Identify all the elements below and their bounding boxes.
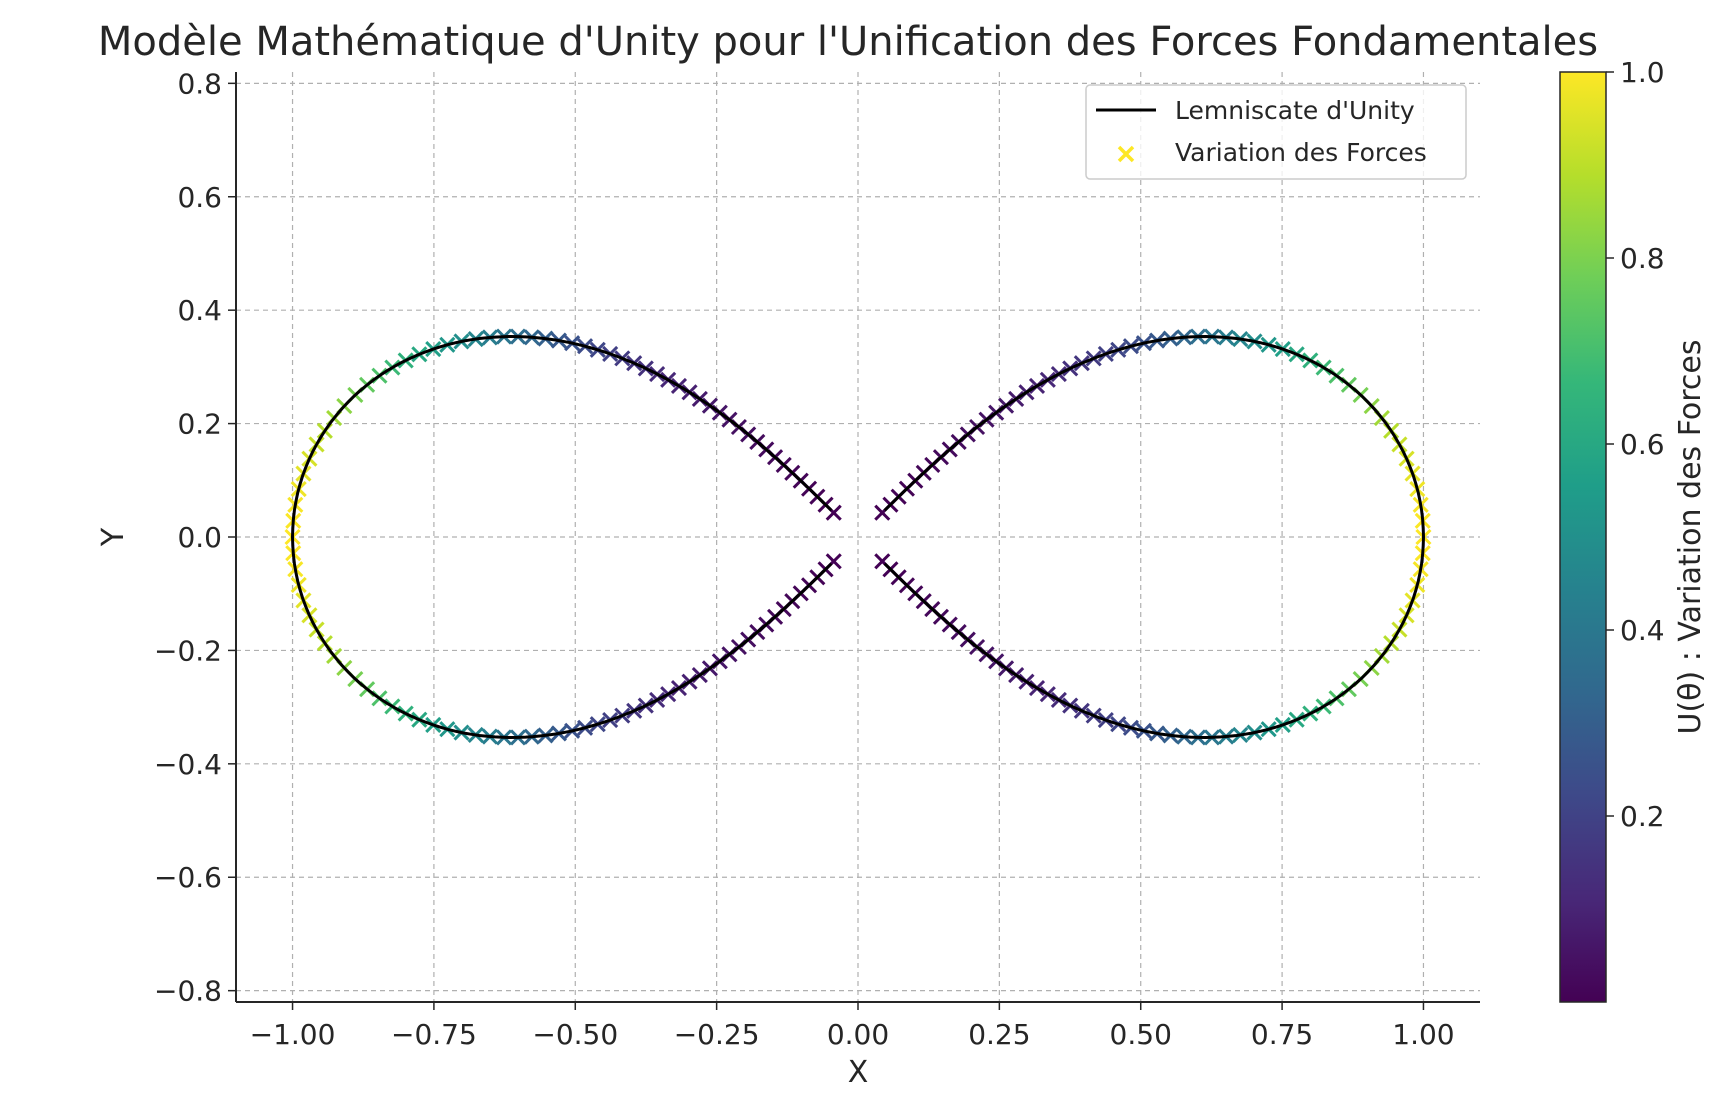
legend-box: [1085, 84, 1467, 180]
y-tick-label: 0.0: [177, 521, 222, 554]
legend-label-variation: Variation des Forces: [1175, 138, 1427, 167]
y-tick-label: −0.2: [154, 634, 222, 667]
colorbar-tick-label: 1.0: [1620, 56, 1665, 89]
x-tick-label: 0.00: [827, 1018, 889, 1051]
grid: [236, 72, 1480, 1002]
x-axis-label: X: [848, 1055, 869, 1090]
x-tick-label: 0.75: [1251, 1018, 1313, 1051]
lemniscate-line: [883, 536, 1425, 740]
y-tick-label: 0.8: [177, 67, 222, 100]
colorbar-tick-label: 0.8: [1620, 242, 1665, 275]
x-tick-label: 1.00: [1392, 1018, 1454, 1051]
x-tick-label: −1.00: [250, 1018, 336, 1051]
lemniscate-line: [883, 334, 1425, 538]
x-tick-label: −0.75: [391, 1018, 477, 1051]
chart-title: Modèle Mathématique d'Unity pour l'Unifi…: [98, 19, 1598, 65]
x-tick-label: 0.50: [1110, 1018, 1172, 1051]
lemniscate-line: [290, 334, 833, 740]
colorbar: [1559, 71, 1607, 1003]
y-tick-label: −0.4: [154, 748, 222, 781]
y-tick-label: −0.8: [154, 975, 222, 1008]
colorbar-ticks: 0.2 0.4 0.6 0.8 1.0: [1606, 56, 1665, 833]
legend: Lemniscate d'Unity Variation des Forces: [1085, 84, 1467, 180]
colorbar-tick-label: 0.6: [1620, 428, 1665, 461]
y-tick-label: 0.4: [177, 294, 222, 327]
x-tick-label: −0.25: [674, 1018, 760, 1051]
legend-x-marker: [1117, 145, 1135, 163]
y-axis-ticks: 0.8 0.6 0.4 0.2 0.0 −0.2 −0.4 −0.6 −0.8: [154, 67, 236, 1008]
y-axis-label: Y: [96, 527, 131, 547]
x-tick-label: 0.25: [968, 1018, 1030, 1051]
x-tick-label: −0.50: [532, 1018, 618, 1051]
legend-label-lemniscate: Lemniscate d'Unity: [1175, 96, 1415, 125]
y-tick-label: −0.6: [154, 861, 222, 894]
colorbar-label: U(θ) : Variation des Forces: [1673, 340, 1708, 735]
y-tick-label: 0.6: [177, 181, 222, 214]
y-tick-label: 0.2: [177, 408, 222, 441]
x-axis-ticks: −1.00 −0.75 −0.50 −0.25 0.00 0.25 0.50 0.75 1.00: [250, 1002, 1455, 1051]
colorbar-tick-label: 0.4: [1620, 614, 1665, 647]
colorbar-tick-label: 0.2: [1620, 800, 1665, 833]
